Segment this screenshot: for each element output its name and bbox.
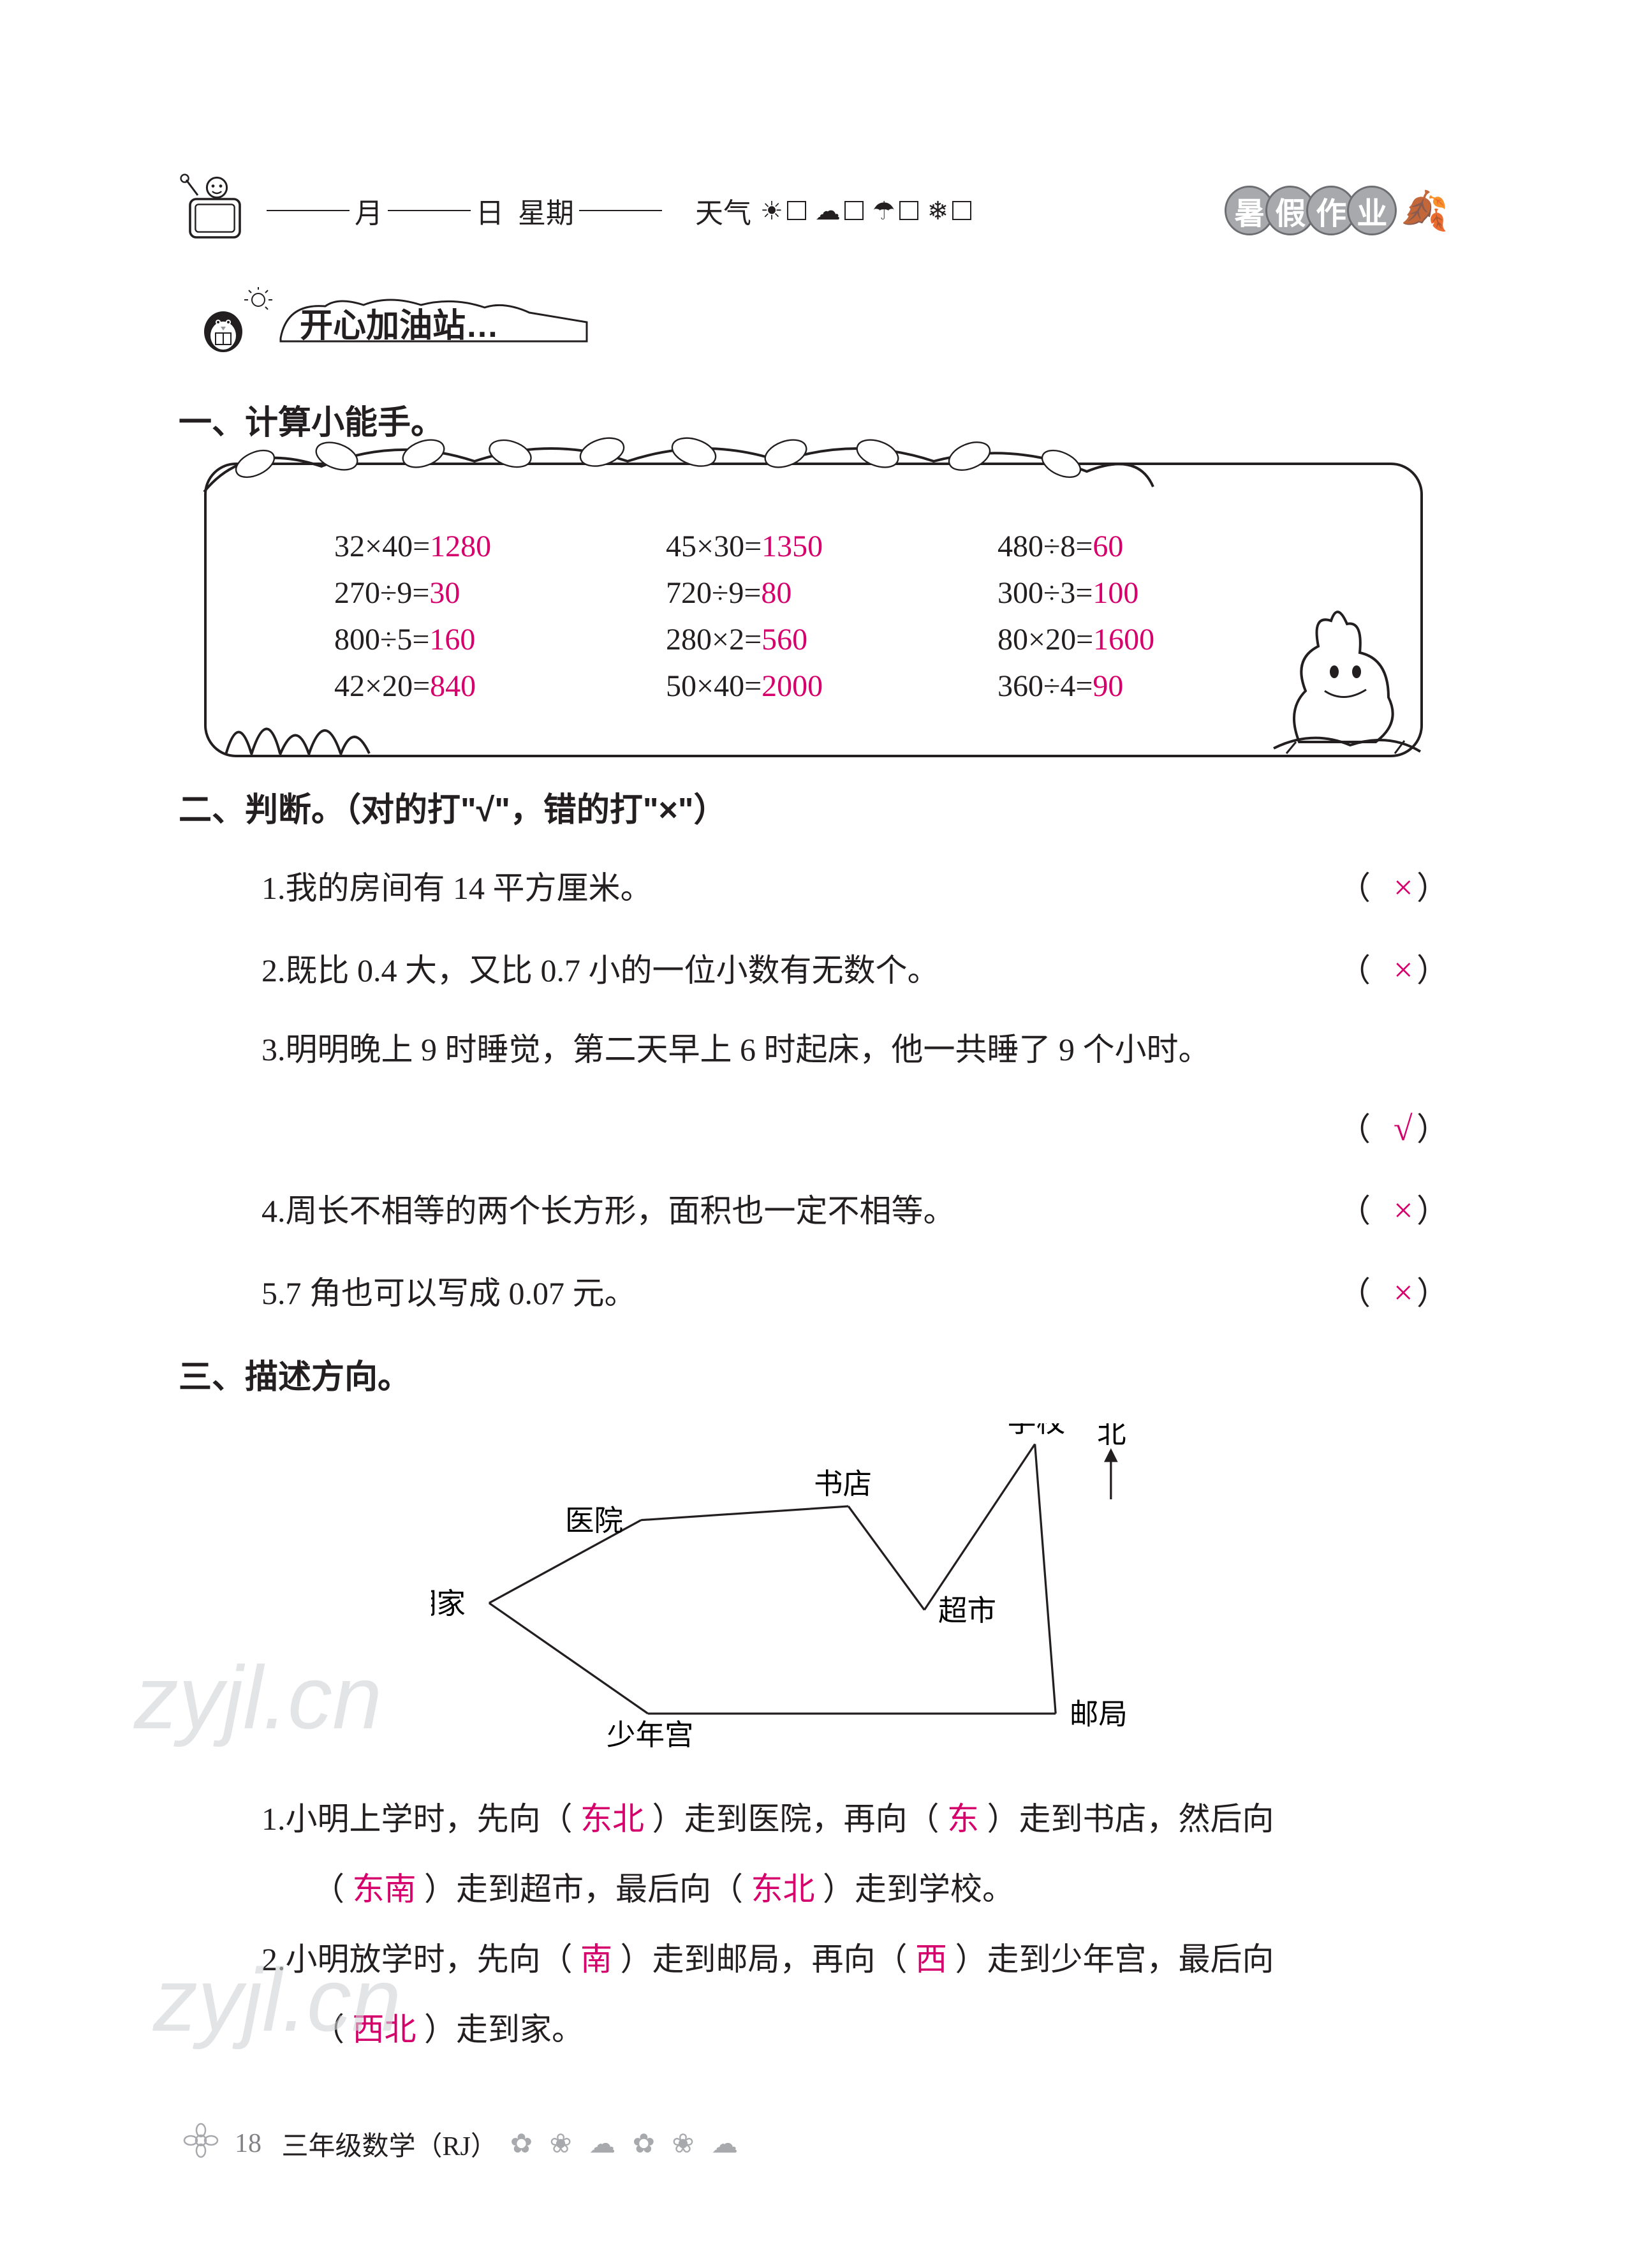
- calc-cell: 270÷9=30: [334, 575, 666, 611]
- sun-icon: ☀: [760, 196, 783, 226]
- svg-text:北: 北: [1097, 1423, 1126, 1449]
- badge-char: 业: [1347, 186, 1397, 235]
- footer-decoration: ✿ ❀ ☁ ✿ ❀ ☁: [510, 2128, 743, 2160]
- svg-text:少年宫: 少年宫: [607, 1719, 694, 1751]
- direction-diagram: 北 学校书店医院小明家 超市少年宫 邮局: [431, 1423, 1196, 1758]
- calc-cell: 32×40=1280: [334, 529, 666, 564]
- calc-frame: 32×40=128045×30=1350480÷8=60 270÷9=30720÷…: [204, 463, 1423, 757]
- checkbox[interactable]: [787, 201, 806, 220]
- rain-icon: ☂: [872, 196, 895, 226]
- footer-text: 三年级数学（RJ）: [282, 2124, 497, 2163]
- section-1-title: 一、计算小能手。: [179, 396, 1448, 443]
- calc-cell: 45×30=1350: [666, 529, 998, 564]
- calc-grid: 32×40=128045×30=1350480÷8=60 270÷9=30720÷…: [334, 529, 1344, 704]
- rabbit-icon: [1261, 595, 1427, 761]
- direction-question-cont: （ 东南 ）走到超市，最后向（ 东北 ）走到学校。: [313, 1854, 1448, 1924]
- calc-cell: 800÷5=160: [334, 622, 666, 657]
- checkbox[interactable]: [844, 201, 864, 220]
- direction-question: 1.小明上学时，先向（ 东北 ）走到医院，再向（ 东 ）走到书店，然后向: [261, 1784, 1448, 1854]
- svg-text:学校: 学校: [1007, 1423, 1065, 1438]
- svg-text:邮局: 邮局: [1069, 1698, 1127, 1730]
- month-label: 月: [355, 190, 383, 231]
- section-2-title: 二、判断。（对的打"√"，错的打"×"）: [179, 783, 1448, 831]
- judge-item: 2.既比 0.4 大，又比 0.7 小的一位小数有无数个。（×）: [261, 932, 1448, 1008]
- judge-mark-line: （√）: [261, 1091, 1448, 1167]
- title-badge: 暑 假 作 业 🍂: [1233, 186, 1448, 235]
- weather-label: 天气: [695, 190, 751, 231]
- section-3-title: 三、描述方向。: [179, 1350, 1448, 1398]
- watermark: zyjl.cn: [134, 1646, 382, 1749]
- penguin-sun-icon: [198, 287, 274, 357]
- svg-text:超市: 超市: [938, 1594, 996, 1627]
- svg-text:书店: 书店: [814, 1467, 872, 1500]
- snow-icon: ❄: [927, 196, 949, 226]
- flower-icon: [179, 2121, 230, 2166]
- station-title: 开心加油站…: [198, 287, 1448, 357]
- direction-question: 2.小明放学时，先向（ 南 ）走到邮局，再向（ 西 ）走到少年宫，最后向: [261, 1924, 1448, 1994]
- direction-question-cont: （ 西北 ）走到家。: [313, 1994, 1448, 2064]
- day-label: 日: [476, 190, 504, 231]
- leaf-icon: 🍂: [1401, 188, 1448, 233]
- week-label: 星期: [518, 190, 574, 231]
- calc-cell: 280×2=560: [666, 622, 998, 657]
- cloud-icon: ☁: [815, 196, 841, 226]
- checkbox[interactable]: [899, 201, 918, 220]
- calc-cell: 720÷9=80: [666, 575, 998, 611]
- tv-kid-icon: [179, 172, 255, 249]
- page-footer: 18 三年级数学（RJ） ✿ ❀ ☁ ✿ ❀ ☁: [179, 2121, 743, 2166]
- svg-text:小明家: 小明家: [431, 1587, 466, 1620]
- judge-item: 4.周长不相等的两个长方形，面积也一定不相等。（×）: [261, 1173, 1448, 1249]
- station-text: 开心加油站…: [300, 299, 499, 346]
- judge-item: 1.我的房间有 14 平方厘米。（×）: [261, 850, 1448, 926]
- grass-decoration: [219, 685, 385, 761]
- direction-questions: 1.小明上学时，先向（ 东北 ）走到医院，再向（ 东 ）走到书店，然后向（ 东南…: [179, 1784, 1448, 2064]
- calc-cell: 50×40=2000: [666, 669, 998, 704]
- judge-item: 5.7 角也可以写成 0.07 元。（×）: [261, 1255, 1448, 1331]
- calc-cell: 480÷8=60: [998, 529, 1329, 564]
- judge-list: 1.我的房间有 14 平方厘米。（×）2.既比 0.4 大，又比 0.7 小的一…: [179, 850, 1448, 1331]
- svg-text:医院: 医院: [565, 1504, 623, 1537]
- date-weather-header: 月 日 星期 天气 ☀ ☁ ☂ ❄ 暑 假 作 业 🍂: [179, 172, 1448, 249]
- judge-item: 3.明明晚上 9 时睡觉，第二天早上 6 时起床，他一共睡了 9 个小时。: [261, 1014, 1448, 1085]
- checkbox[interactable]: [952, 201, 971, 220]
